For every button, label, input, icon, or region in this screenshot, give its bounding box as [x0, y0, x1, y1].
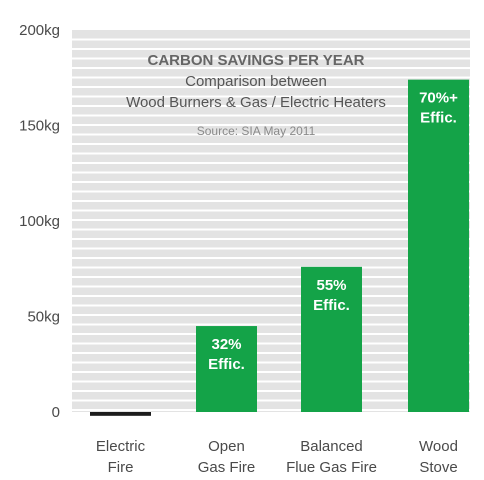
y-axis-ticks: 0 50kg 100kg 150kg 200kg — [19, 22, 60, 421]
bar — [196, 326, 257, 412]
grid-lines — [72, 38, 470, 411]
bar — [301, 266, 362, 412]
y-tick-label: 150kg — [19, 118, 60, 135]
x-category-label: Flue Gas Fire — [286, 459, 377, 476]
chart-title-block: CARBON SAVINGS PER YEAR Comparison betwe… — [126, 52, 386, 138]
bar-value-label: 55% — [316, 277, 346, 294]
chart-subtitle-line-2: Wood Burners & Gas / Electric Heaters — [126, 94, 386, 111]
x-category-label: Open — [208, 438, 245, 455]
y-tick-label: 200kg — [19, 22, 60, 39]
x-category-label: Balanced — [300, 438, 363, 455]
bar — [408, 79, 469, 412]
x-axis-labels: Electric Fire Open Gas Fire Balanced Flue Gas… — [96, 438, 458, 476]
x-category-label: Stove — [419, 459, 457, 476]
chart-source: Source: SIA May 2011 — [197, 124, 316, 138]
y-tick-label: 50kg — [27, 309, 60, 326]
y-tick-label: 0 — [52, 404, 60, 421]
chart-subtitle-line-1: Comparison between — [185, 73, 327, 90]
bar-value-label: Effic. — [420, 110, 457, 127]
bar-value-label: Effic. — [313, 297, 350, 314]
bar-value-label: Effic. — [208, 356, 245, 373]
bar-value-label: 70%+ — [419, 90, 458, 107]
chart-title: CARBON SAVINGS PER YEAR — [148, 52, 365, 69]
x-category-label: Wood — [419, 438, 458, 455]
x-category-label: Electric — [96, 438, 146, 455]
bars: 32% Effic. 55% Effic. 70%+ Effic. — [90, 79, 469, 416]
x-category-label: Fire — [108, 459, 134, 476]
bar — [90, 412, 151, 416]
y-tick-label: 100kg — [19, 213, 60, 230]
x-category-label: Gas Fire — [198, 459, 256, 476]
bar-value-label: 32% — [211, 336, 241, 353]
